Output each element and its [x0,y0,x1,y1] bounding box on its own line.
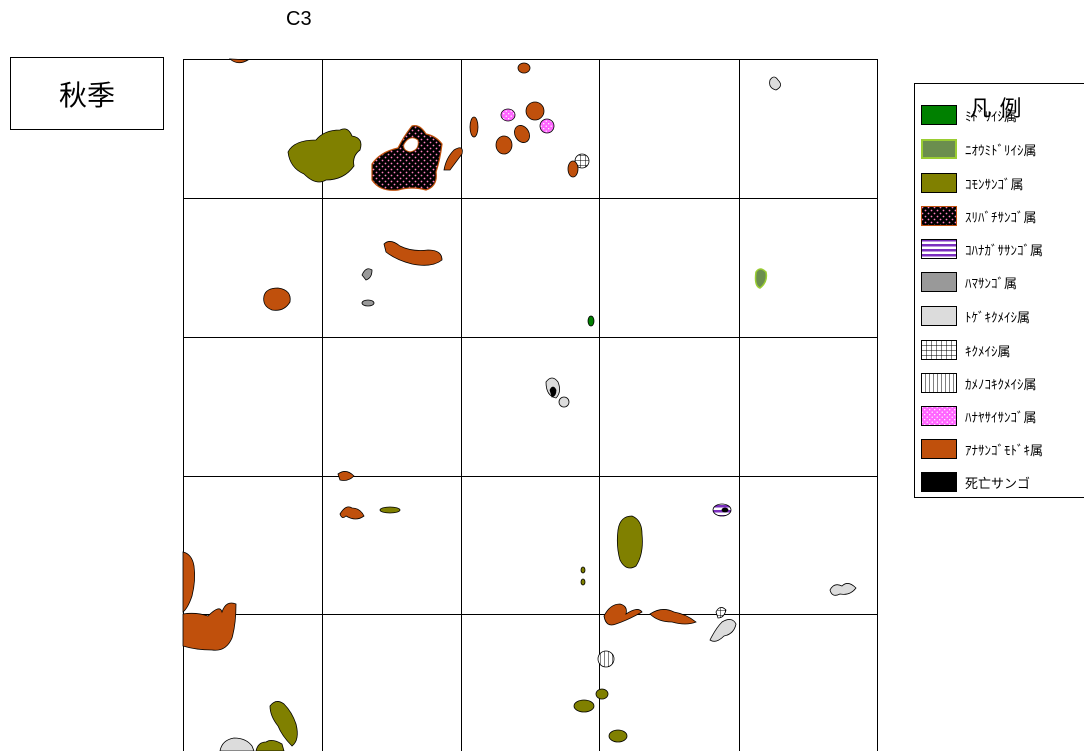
legend-panel: 凡例 ﾐﾄﾞﾘｲｼ属 ﾆｵｳﾐﾄﾞﾘｲｼ属 ｺﾓﾝｻﾝｺﾞ属 ｽﾘﾊﾞﾁｻﾝｺﾞ… [914,83,1084,498]
coral-patch-togekikumeishi [769,76,781,91]
coral-patches [182,58,857,751]
coral-patch-komonsango [616,515,643,569]
legend-label: ﾆｵｳﾐﾄﾞﾘｲｼ属 [965,143,1037,159]
coral-patch-hamasango [361,268,373,281]
legend-item-niomidoriishi: ﾆｵｳﾐﾄﾞﾘｲｼ属 [921,138,1037,160]
coral-patch-kikumeishi [715,607,727,619]
coral-patch-anasangomodoki [443,147,463,171]
legend-label: 死亡サンゴ [965,476,1031,492]
legend-label: ｺﾓﾝｻﾝｺﾞ属 [965,177,1024,193]
legend-item-kamenokokikumeishi: ｶﾒﾉｺｷｸﾒｲｼ属 [921,372,1037,394]
legend-swatch-togekikumeishi [921,306,957,326]
legend-swatch-kohanagasasango [921,239,957,259]
coral-patch-anasangomodoki [263,287,291,311]
coral-patch-komonsango [269,701,298,747]
coral-patch-komonsango [255,740,285,751]
coral-patch-togekikumeishi [219,737,255,751]
coral-patch-anasangomodoki [228,58,250,64]
legend-label: ﾄｹﾞｷｸﾒｲｼ属 [965,310,1031,326]
legend-item-shibousango: 死亡サンゴ [921,471,1030,493]
coral-patch-komonsango [580,566,586,574]
coral-patch-kamenokokikumeishi [597,650,615,668]
coral-patch-shibou [549,386,557,398]
legend-label: ｽﾘﾊﾞﾁｻﾝｺﾞ属 [965,210,1037,226]
legend-item-anasangomodoki: ｱﾅｻﾝｺﾞﾓﾄﾞｷ属 [921,438,1043,460]
legend-label: ｱﾅｻﾝｺﾞﾓﾄﾞｷ属 [965,443,1044,459]
coral-patch-shibou [721,507,729,513]
map-title: C3 [286,8,312,30]
coral-patch-anasangomodoki [495,135,513,155]
coral-patch-anasangomodoki [339,506,365,520]
legend-swatch-niomidoriishi [921,139,957,159]
coral-patch-komonsango [573,699,595,713]
legend-swatch-komonsango [921,173,957,193]
coral-patch-anasangomodoki [603,603,643,626]
coral-patch-suribachisango [371,125,443,191]
coral-patch-hanayasaisango [500,108,516,122]
coral-patch-anasangomodoki [182,551,196,613]
legend-swatch-kamenokokikumeishi [921,373,957,393]
legend-swatch-shibousango [921,472,957,492]
coral-patch-anasangomodoki [383,241,443,266]
coral-patch-midoriishi [587,315,595,327]
legend-item-komonsango: ｺﾓﾝｻﾝｺﾞ属 [921,172,1024,194]
coral-patch-hamasango [361,299,375,307]
map-grid [183,59,878,751]
legend-item-kohanagasasango: ｺﾊﾅｶﾞｻｻﾝｺﾞ属 [921,238,1043,260]
coral-patch-anasangomodoki [514,125,530,143]
coral-patch-togekikumeishi [709,619,737,642]
legend-swatch-kikumeishi [921,340,957,360]
coral-patch-hole [403,137,419,153]
legend-item-hanayasaisango: ﾊﾅﾔｻｲｻﾝｺﾞ属 [921,405,1037,427]
coral-patch-komonsango [379,506,401,514]
coral-patch-komonsango [580,578,586,586]
coral-patch-hanayasaisango [539,118,555,134]
legend-swatch-hamasango [921,272,957,292]
coral-patch-togekikumeishi [829,583,857,596]
coral-patch-anasangomodoki [469,116,479,138]
legend-swatch-midoriishi [921,105,957,125]
legend-label: ｷｸﾒｲｼ属 [965,344,1011,360]
coral-patch-anasangomodoki [567,160,579,178]
legend-item-togekikumeishi: ﾄｹﾞｷｸﾒｲｼ属 [921,305,1030,327]
legend-item-midoriishi: ﾐﾄﾞﾘｲｼ属 [921,104,1017,126]
coral-patch-komonsango [608,729,628,743]
legend-swatch-anasangomodoki [921,439,957,459]
legend-item-suribachisango: ｽﾘﾊﾞﾁｻﾝｺﾞ属 [921,205,1037,227]
season-label: 秋季 [58,78,115,112]
legend-swatch-hanayasaisango [921,406,957,426]
coral-patch-komonsango [595,688,609,700]
coral-patch-anasangomodoki [182,602,237,651]
legend-item-hamasango: ﾊﾏｻﾝｺﾞ属 [921,271,1017,293]
legend-item-kikumeishi: ｷｸﾒｲｼ属 [921,339,1011,361]
coral-patch-komonsango [287,128,362,183]
legend-label: ﾐﾄﾞﾘｲｼ属 [965,109,1018,125]
coral-patch-togekikumeishi [558,396,570,408]
coral-patch-anasangomodoki [337,471,355,481]
coral-patch-kikumeishi [574,153,590,169]
coral-patch-niomidoriishi [754,268,768,289]
coral-patch-anasangomodoki [649,609,697,625]
legend-label: ﾊﾅﾔｻｲｻﾝｺﾞ属 [965,410,1037,426]
season-label-box: 秋季 [10,57,164,130]
legend-title: 凡例 [969,97,1030,122]
legend-label: ﾊﾏｻﾝｺﾞ属 [965,276,1018,292]
legend-label: ｺﾊﾅｶﾞｻｻﾝｺﾞ属 [965,243,1044,259]
legend-label: ｶﾒﾉｺｷｸﾒｲｼ属 [965,377,1037,393]
coral-patch-anasangomodoki [525,101,545,121]
coral-patch-anasangomodoki [517,62,531,74]
legend-swatch-suribachisango [921,206,957,226]
